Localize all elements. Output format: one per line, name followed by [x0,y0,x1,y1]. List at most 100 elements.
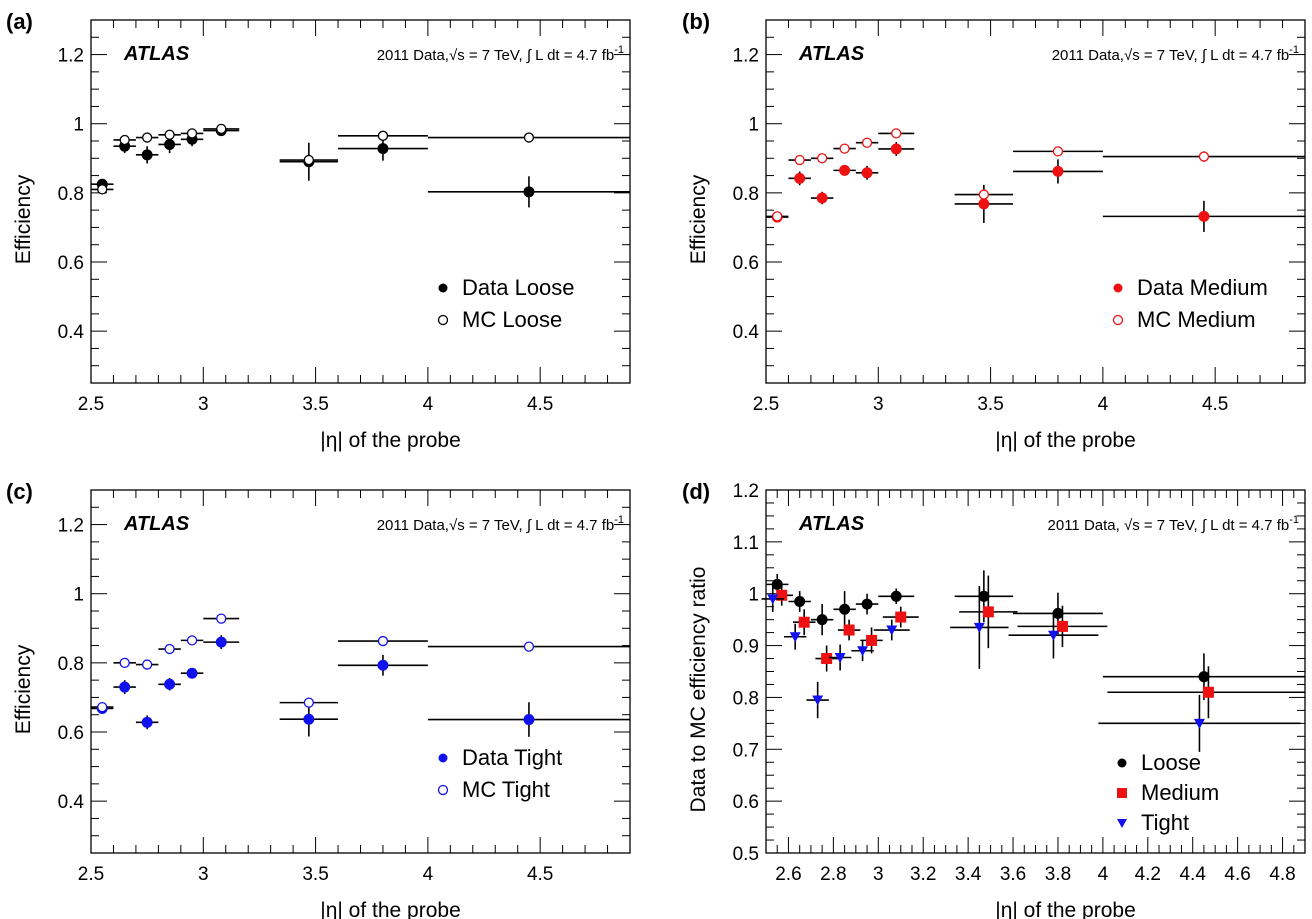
x-tick-label: 3.6 [1000,864,1026,885]
run-info-text: 2011 Data,√s = 7 TeV, ∫ L dt = 4.7 fb-1 [377,514,624,534]
data-point [164,643,175,655]
legend-label: Data Medium [1137,275,1268,300]
data-point [303,697,314,708]
data-point [794,595,806,607]
series-tight [761,585,1301,752]
legend-marker [438,753,448,763]
data-point [890,143,902,155]
data-point [186,128,198,139]
data-point [1056,620,1068,632]
run-info: 2011 Data, √s = 7 TeV, ∫ L dt = 4.7 fb-1 [1048,514,1299,534]
y-tick-label: 1 [748,115,759,136]
data-point [857,646,869,657]
data-point [816,153,828,164]
legend-label: MC Loose [462,307,562,332]
data-point [377,143,389,155]
data-point [119,657,130,669]
data-point [216,123,227,135]
x-tick-label: 3.8 [1045,864,1071,885]
data-point [794,154,805,166]
data-point [523,641,535,652]
y-axis-title: Data to MC efficiency ratio [687,567,710,813]
y-axis-title: Efficiency [687,174,710,264]
panel-label: (b) [682,9,710,34]
x-tick-label: 3 [198,394,209,415]
y-tick-label: 0.8 [733,184,759,205]
data-point [891,128,902,139]
plot-frame [765,489,1306,854]
x-axis-title: |η| of the probe [320,429,461,452]
data-point [1052,146,1064,157]
x-tick-label: 3 [873,864,884,885]
x-tick-label: 2.5 [753,394,779,415]
data-point [1193,718,1205,729]
data-point [816,614,828,626]
y-tick-label: 1.2 [58,46,84,67]
series-mc-loose [91,123,630,195]
data-point [798,616,810,628]
x-tick-label: 2.6 [775,864,801,885]
data-point [164,138,176,150]
y-tick-label: 1.2 [733,46,759,67]
data-point [215,636,227,648]
x-tick-label: 4.6 [1224,864,1250,885]
y-tick-label: 0.8 [733,688,759,709]
data-point [866,634,878,646]
x-tick-label: 4.4 [1179,864,1206,885]
data-point [834,652,846,663]
data-point [377,635,389,647]
data-point [890,590,902,602]
legend-marker [1113,283,1123,293]
data-point [978,198,990,210]
y-tick-label: 0.4 [58,792,85,813]
x-axis-title: |η| of the probe [995,899,1136,919]
panel-b: (b) 0.4 0.6 0.8 1 1.2 2.5 3 3.5 4 4.5 |η| of the pr… [682,9,1306,452]
legend-label: Loose [1141,750,1201,775]
y-tick-label: 0.8 [58,184,84,205]
series-medium [770,575,1305,719]
data-point [861,167,873,179]
data-point [97,701,108,713]
data-point [1047,630,1059,641]
panel-a: (a) 0.4 0.6 0.8 1 1.2 2.5 3 3.5 4 4.5 |η| of the pr… [6,9,631,452]
data-point [789,632,801,643]
data-point [141,716,153,728]
data-point [895,611,907,623]
data-point [843,624,855,636]
data-point [216,613,227,624]
x-tick-label: 3.5 [302,394,328,415]
x-tick-label: 4 [423,864,434,885]
data-point [839,603,851,615]
x-tick-label: 4.2 [1135,864,1161,885]
data-point [821,653,833,665]
y-axis-title: Efficiency [12,644,35,734]
data-point [812,695,824,706]
y-tick-label: 0.6 [58,723,84,744]
y-tick-label: 1.2 [733,481,759,502]
data-point [1052,165,1064,177]
legend-marker [1117,819,1127,828]
data-point [771,578,783,590]
data-point [164,129,175,140]
data-point [1198,210,1210,222]
data-point [303,154,314,166]
legend-label: Tight [1141,810,1189,835]
data-point [141,132,153,143]
series-loose [766,570,1305,701]
data-point [523,132,535,143]
data-point [377,130,389,141]
run-info-text: 2011 Data,√s = 7 TeV, ∫ L dt = 4.7 fb-1 [1052,44,1299,64]
series-mc-tight [91,613,630,713]
y-tick-label: 0.6 [733,792,759,813]
x-tick-label: 4.5 [527,394,553,415]
series-mc-medium [766,128,1305,222]
x-tick-label: 3.4 [955,864,982,885]
y-tick-label: 1 [73,115,84,136]
y-tick-label: 1 [748,585,759,606]
legend-marker [437,784,449,796]
x-tick-label: 2.5 [78,394,104,415]
x-tick-label: 4 [423,394,434,415]
x-tick-label: 4 [1098,864,1109,885]
data-point [978,189,989,200]
